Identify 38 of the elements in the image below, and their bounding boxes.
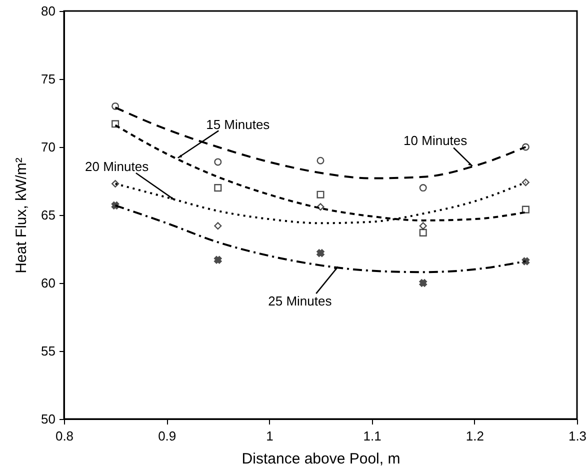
point	[112, 180, 120, 188]
point	[522, 178, 530, 186]
y-tick-label: 65	[41, 208, 56, 222]
point	[316, 190, 324, 198]
y-tick-label: 60	[41, 276, 56, 290]
y-axis-title: Heat Flux, kW/m²	[13, 158, 30, 274]
point	[316, 156, 324, 164]
point	[419, 279, 428, 287]
point	[214, 256, 222, 264]
x-tick-label: 1.3	[568, 428, 587, 444]
y-tick-label: 55	[41, 344, 56, 358]
annotation: 20 Minutes	[85, 159, 150, 174]
x-tick-label: 0.8	[55, 428, 74, 444]
point	[214, 184, 222, 192]
annotation: 25 Minutes	[268, 294, 332, 309]
point	[112, 120, 120, 128]
point	[419, 228, 427, 236]
y-tick-label: 80	[41, 4, 56, 18]
annotation: 10 Minutes	[404, 133, 468, 148]
point	[112, 102, 120, 110]
y-tick-label: 50	[41, 412, 56, 426]
x-tick-label: 1.2	[466, 428, 484, 444]
point	[214, 158, 222, 166]
point	[522, 143, 530, 151]
point	[214, 222, 222, 230]
point	[316, 203, 324, 211]
point	[419, 184, 427, 192]
point	[316, 249, 324, 257]
point	[419, 222, 427, 230]
annotation: 15 Minutes	[206, 116, 270, 132]
x-tick-label: 0.9	[158, 428, 176, 444]
x-tick-label: 1	[266, 428, 274, 444]
y-tick-label: 75	[41, 72, 56, 86]
x-axis-title: Distance above Pool, m	[242, 450, 400, 468]
y-tick-label: 70	[41, 140, 56, 154]
point	[522, 257, 530, 266]
x-tick-label: 1.1	[363, 428, 382, 444]
point	[522, 206, 530, 214]
